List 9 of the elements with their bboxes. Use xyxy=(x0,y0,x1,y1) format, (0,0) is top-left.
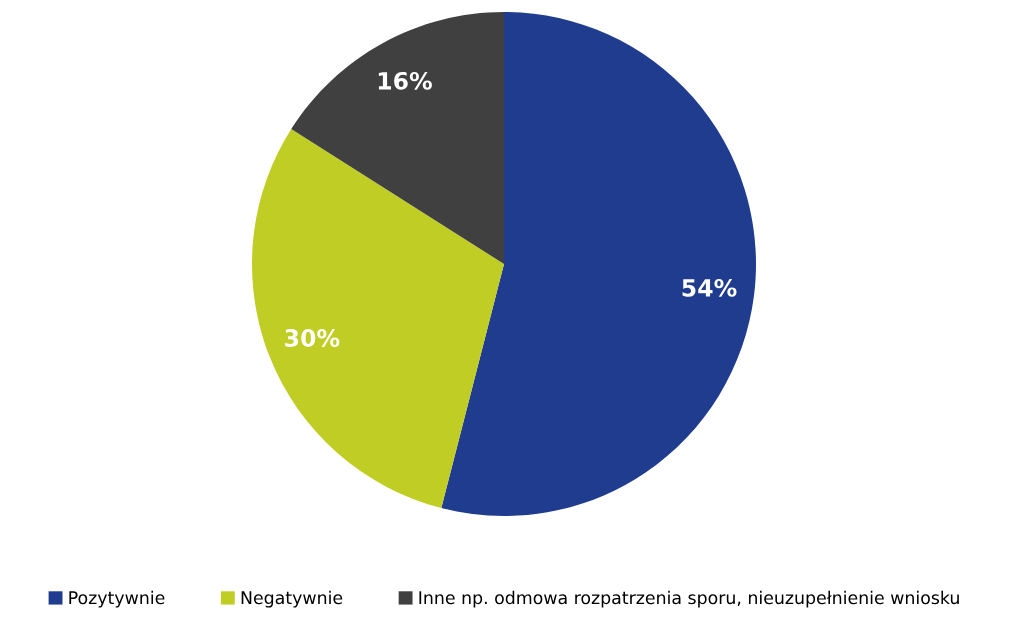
legend-label: Negatywnie xyxy=(241,590,343,608)
pie-slice xyxy=(441,12,756,516)
legend-label: Pozytywnie xyxy=(69,590,165,608)
data-label: 16% xyxy=(378,71,432,90)
pie-slice xyxy=(291,12,504,264)
data-label: 30% xyxy=(285,329,340,347)
pie-slice xyxy=(252,128,504,509)
data-label: 54% xyxy=(682,278,737,297)
legend-label: Inne np. odmowa rozpatrzenia sporu, nieuzupełnienie wniosku xyxy=(419,590,959,608)
